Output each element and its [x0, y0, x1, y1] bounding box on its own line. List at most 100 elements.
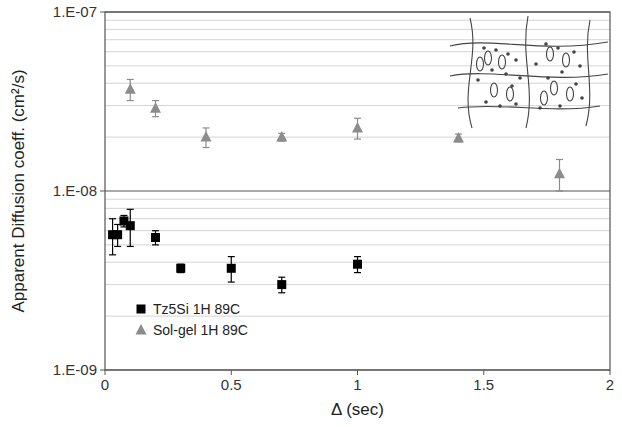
inset-dot: [578, 64, 582, 68]
error-bar: [114, 224, 121, 246]
point: [151, 233, 160, 242]
inset-ellipse: [491, 83, 498, 97]
inset-dot: [580, 96, 584, 100]
point: [353, 260, 362, 269]
error-cap: [127, 100, 134, 101]
point: [113, 230, 122, 239]
y-tick-label: 1.E-08: [53, 182, 97, 199]
point: [276, 131, 287, 142]
minor-grid-line: [105, 284, 610, 285]
x-tick: [610, 370, 611, 375]
legend-label: Tz5Si 1H 89C: [153, 301, 240, 317]
inset-dot: [514, 102, 518, 106]
grid-line: [105, 190, 610, 191]
error-bar: [278, 277, 285, 293]
marks: [108, 79, 565, 292]
inset-dot: [546, 76, 550, 80]
x-axis-title: Δ (sec): [331, 400, 384, 419]
inset-ellipse: [567, 87, 574, 101]
minor-grid-line: [105, 208, 610, 209]
inset-schematic: [450, 16, 608, 128]
inset-dot: [498, 104, 502, 108]
inset-ellipse: [507, 87, 514, 101]
legend-marker: [137, 305, 146, 314]
inset-ellipse: [541, 91, 548, 105]
error-cap: [152, 100, 159, 101]
chart: 1.E-091.E-081.E-0700.511.52Δ (sec)Appare…: [0, 0, 622, 427]
error-cap: [556, 159, 563, 160]
x-tick: [357, 370, 358, 375]
inset-line: [526, 16, 530, 128]
inset-line: [468, 18, 473, 128]
inset-ellipse: [499, 55, 506, 69]
inset-ellipse: [563, 53, 570, 67]
y-tick-label: 1.E-09: [53, 361, 97, 378]
y-tick: [100, 12, 105, 13]
error-cap: [354, 118, 361, 119]
x-tick-label: 1.5: [473, 376, 494, 393]
x-tick: [231, 370, 232, 375]
minor-grid-line: [105, 218, 610, 219]
inset-dot: [506, 52, 510, 56]
x-tick-label: 0: [101, 376, 109, 393]
y-tick: [100, 191, 105, 192]
error-cap: [354, 256, 361, 257]
error-cap: [278, 292, 285, 293]
inset-dot: [490, 68, 494, 72]
error-cap: [203, 127, 210, 128]
inset-dot: [572, 50, 576, 54]
legend: Tz5Si 1H 89C Sol-gel 1H 89C: [136, 301, 248, 338]
inset-ellipse: [485, 51, 492, 65]
error-cap: [228, 281, 235, 282]
legend-marker: [136, 324, 147, 335]
legend-label: Sol-gel 1H 89C: [153, 322, 248, 338]
minor-grid-line: [105, 83, 610, 84]
minor-grid-line: [105, 105, 610, 106]
minor-grid-line: [105, 230, 610, 231]
error-bar: [127, 209, 134, 246]
point: [453, 132, 464, 143]
error-cap: [203, 147, 210, 148]
error-bar: [228, 257, 235, 282]
minor-grid-line: [105, 29, 610, 30]
x-tick: [483, 370, 484, 375]
inset-dot: [494, 48, 498, 52]
error-cap: [109, 254, 116, 255]
inset-dot: [558, 104, 562, 108]
inset-line: [450, 74, 608, 78]
inset-dot: [560, 70, 564, 74]
error-cap: [152, 116, 159, 117]
point: [150, 102, 161, 113]
point: [227, 264, 236, 273]
x-tick-label: 1: [353, 376, 361, 393]
error-cap: [228, 256, 235, 257]
inset-line: [586, 20, 590, 126]
x-tick: [105, 370, 106, 375]
error-cap: [127, 79, 134, 80]
y-tick-label: 1.E-07: [53, 3, 97, 20]
error-bar: [152, 231, 159, 245]
point: [125, 83, 136, 94]
inset-dot: [518, 76, 522, 80]
point: [201, 131, 212, 142]
inset-ellipse: [551, 81, 558, 95]
y-tick: [100, 370, 105, 371]
inset-ellipse: [547, 47, 554, 61]
minor-grid-line: [105, 20, 610, 21]
x-tick-label: 2: [606, 376, 614, 393]
error-cap: [114, 246, 121, 247]
error-cap: [152, 230, 159, 231]
minor-grid-line: [105, 39, 610, 40]
error-cap: [127, 209, 134, 210]
minor-grid-line: [105, 65, 610, 66]
minor-grid-line: [105, 51, 610, 52]
error-cap: [152, 244, 159, 245]
plot-frame: [105, 12, 610, 370]
error-cap: [109, 218, 116, 219]
point: [554, 168, 565, 179]
minor-grid-line: [105, 199, 610, 200]
inset-dot: [538, 106, 542, 110]
error-cap: [278, 277, 285, 278]
inset-dot: [574, 82, 578, 86]
inset-ellipse: [477, 57, 484, 71]
